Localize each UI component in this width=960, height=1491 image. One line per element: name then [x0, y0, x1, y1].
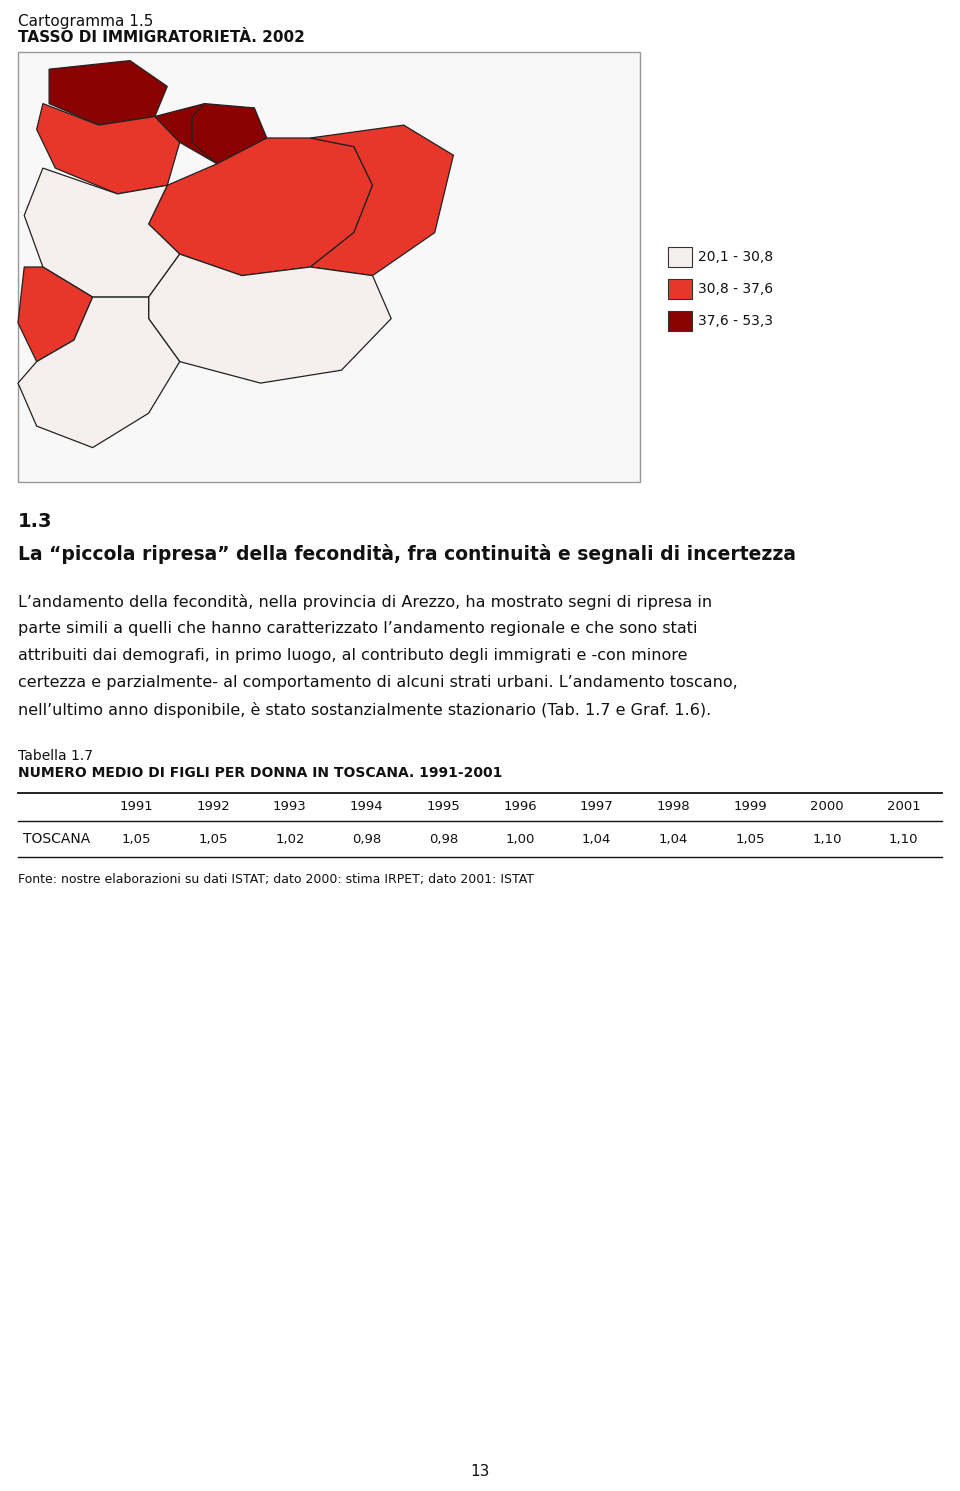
Text: 1991: 1991 [119, 801, 154, 814]
Text: 1,00: 1,00 [505, 832, 535, 845]
Text: 1,05: 1,05 [735, 832, 765, 845]
Text: 1994: 1994 [349, 801, 383, 814]
Text: attribuiti dai demografi, in primo luogo, al contributo degli immigrati e -con m: attribuiti dai demografi, in primo luogo… [18, 649, 687, 663]
Text: 1996: 1996 [503, 801, 537, 814]
Bar [18, 52, 640, 482]
Polygon shape [192, 103, 267, 164]
Polygon shape [36, 103, 180, 194]
Text: 30,8 - 37,6: 30,8 - 37,6 [698, 282, 773, 297]
Text: certezza e parzialmente- al comportamento di alcuni strati urbani. L’andamento t: certezza e parzialmente- al comportament… [18, 675, 737, 690]
Text: NUMERO MEDIO DI FIGLI PER DONNA IN TOSCANA. 1991-2001: NUMERO MEDIO DI FIGLI PER DONNA IN TOSCA… [18, 766, 502, 780]
Text: 1,02: 1,02 [276, 832, 304, 845]
Text: 37,6 - 53,3: 37,6 - 53,3 [698, 315, 773, 328]
Text: parte simili a quelli che hanno caratterizzato l’andamento regionale e che sono : parte simili a quelli che hanno caratter… [18, 620, 698, 637]
Text: 1995: 1995 [426, 801, 460, 814]
Text: 1,05: 1,05 [199, 832, 228, 845]
Text: 1998: 1998 [657, 801, 690, 814]
Text: 20,1 - 30,8: 20,1 - 30,8 [698, 250, 773, 264]
Text: 1993: 1993 [273, 801, 306, 814]
Polygon shape [18, 297, 180, 447]
Text: TOSCANA: TOSCANA [23, 832, 90, 845]
Text: 1,10: 1,10 [889, 832, 919, 845]
Text: L’andamento della fecondità, nella provincia di Arezzo, ha mostrato segni di rip: L’andamento della fecondità, nella provi… [18, 593, 712, 610]
Text: Tabella 1.7: Tabella 1.7 [18, 748, 93, 763]
Polygon shape [149, 253, 392, 383]
Text: Fonte: nostre elaborazioni su dati ISTAT; dato 2000: stima IRPET; dato 2001: IST: Fonte: nostre elaborazioni su dati ISTAT… [18, 874, 534, 886]
Bar [668, 248, 692, 267]
Polygon shape [155, 103, 242, 164]
Text: 1,04: 1,04 [659, 832, 688, 845]
Text: 13: 13 [470, 1464, 490, 1479]
Polygon shape [18, 267, 92, 362]
Polygon shape [49, 61, 167, 125]
Text: 1.3: 1.3 [18, 511, 53, 531]
Text: Cartogramma 1.5: Cartogramma 1.5 [18, 13, 154, 28]
Bar [668, 279, 692, 300]
Text: 1999: 1999 [733, 801, 767, 814]
Text: La “piccola ripresa” della fecondità, fra continuità e segnali di incertezza: La “piccola ripresa” della fecondità, fr… [18, 544, 796, 564]
Text: 1,10: 1,10 [812, 832, 842, 845]
Text: 1,04: 1,04 [582, 832, 612, 845]
Bar [668, 312, 692, 331]
Text: 1,05: 1,05 [122, 832, 151, 845]
Text: 0,98: 0,98 [352, 832, 381, 845]
Polygon shape [24, 168, 180, 297]
Text: nell’ultimo anno disponibile, è stato sostanzialmente stazionario (Tab. 1.7 e Gr: nell’ultimo anno disponibile, è stato so… [18, 702, 711, 719]
Polygon shape [149, 139, 372, 276]
Text: 0,98: 0,98 [429, 832, 458, 845]
Text: 1992: 1992 [196, 801, 230, 814]
Text: 2000: 2000 [810, 801, 844, 814]
Text: 1997: 1997 [580, 801, 613, 814]
Text: TASSO DI IMMIGRATORIETÀ. 2002: TASSO DI IMMIGRATORIETÀ. 2002 [18, 30, 305, 45]
Text: 2001: 2001 [887, 801, 921, 814]
Polygon shape [310, 125, 453, 276]
